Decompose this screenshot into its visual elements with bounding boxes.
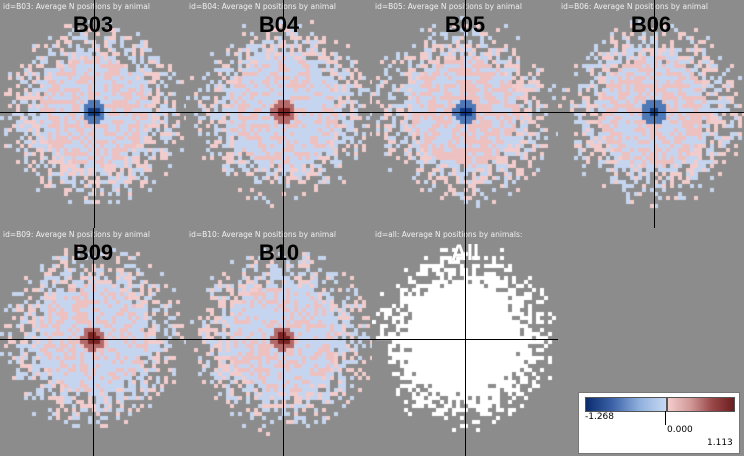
panel-caption: id=B10: Average N positions by animal xyxy=(189,230,336,239)
panel-caption: id=B04: Average N positions by animal xyxy=(189,2,336,11)
crosshair-vertical xyxy=(283,0,284,228)
crosshair-horizontal xyxy=(186,339,372,340)
panel-all: id=all: Average N positions by animals: … xyxy=(372,228,558,456)
zero-tick xyxy=(665,411,666,425)
heatmap-canvas xyxy=(0,0,186,228)
legend-min-label: -1.268 xyxy=(585,412,615,422)
positive-color-bar xyxy=(667,397,735,412)
panel-title: B05 xyxy=(444,12,486,37)
panel-caption: id=all: Average N positions by animals: xyxy=(375,230,523,239)
panel-b04: id=B04: Average N positions by animal B0… xyxy=(186,0,372,228)
color-scale-legend: -1.268 0.000 1.113 xyxy=(578,392,740,454)
legend-mid-label: 0.000 xyxy=(667,425,693,435)
crosshair-vertical xyxy=(465,228,466,456)
negative-color-bar xyxy=(585,397,667,412)
panel-b03: id=B03: Average N positions by animal B0… xyxy=(0,0,186,228)
crosshair-vertical xyxy=(283,228,284,456)
heatmap-canvas xyxy=(558,0,744,228)
panel-b05: id=B05: Average N positions by animal B0… xyxy=(372,0,558,228)
crosshair-vertical xyxy=(93,228,94,456)
crosshair-horizontal xyxy=(558,112,744,113)
panel-title: B03 xyxy=(72,12,114,37)
crosshair-horizontal xyxy=(0,112,186,113)
crosshair-vertical xyxy=(94,0,95,228)
panel-caption: id=B03: Average N positions by animal xyxy=(3,2,150,11)
panel-caption: id=B06: Average N positions by animal xyxy=(561,2,708,11)
panel-b10: id=B10: Average N positions by animal B1… xyxy=(186,228,372,456)
panel-caption: id=B05: Average N positions by animal xyxy=(375,2,522,11)
panel-title: B09 xyxy=(72,240,114,265)
crosshair-horizontal xyxy=(186,112,372,113)
panel-caption: id=B09: Average N positions by animal xyxy=(3,230,150,239)
crosshair-vertical xyxy=(465,0,466,228)
panel-title: B10 xyxy=(258,240,300,265)
panel-b06: id=B06: Average N positions by animal B0… xyxy=(558,0,744,228)
panel-title: B04 xyxy=(258,12,300,37)
panel-title: B06 xyxy=(630,12,672,37)
legend-max-label: 1.113 xyxy=(707,438,733,448)
heatmap-canvas xyxy=(186,0,372,228)
crosshair-vertical xyxy=(654,0,655,228)
panel-b09: id=B09: Average N positions by animal B0… xyxy=(0,228,186,456)
heatmap-canvas xyxy=(186,228,372,456)
